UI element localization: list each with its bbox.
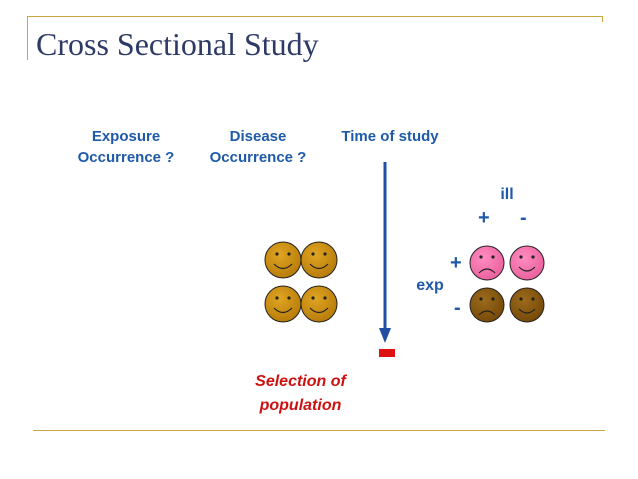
exposure-occurrence-label: Exposure Occurrence ? bbox=[66, 126, 186, 168]
disease-occurrence-label: Disease Occurrence ? bbox=[198, 126, 318, 168]
ill-minus-sign: - bbox=[520, 207, 527, 229]
time-of-study-label: Time of study bbox=[341, 128, 439, 145]
unexposed-ill-sad-face bbox=[469, 287, 505, 323]
frame-right-rule bbox=[602, 16, 603, 22]
selection-line-2: population bbox=[259, 397, 342, 414]
population-face-4 bbox=[300, 285, 338, 323]
selection-of-population-label: Selection of population bbox=[228, 370, 373, 418]
exposure-line-2: Occurrence ? bbox=[77, 149, 175, 166]
exp-label: exp bbox=[416, 277, 444, 294]
exp-minus-sign: - bbox=[454, 297, 461, 319]
slide-title: Cross Sectional Study bbox=[36, 26, 319, 62]
frame-bottom-rule bbox=[33, 430, 605, 431]
ill-label: ill bbox=[500, 186, 514, 203]
unexposed-not-ill-happy-face bbox=[509, 287, 545, 323]
frame-left-rule bbox=[27, 16, 28, 60]
selection-line-1: Selection of bbox=[255, 373, 346, 390]
frame-top-rule bbox=[27, 16, 603, 17]
population-face-1 bbox=[264, 241, 302, 279]
population-face-2 bbox=[300, 241, 338, 279]
study-point-marker bbox=[379, 349, 395, 357]
disease-line-2: Occurrence ? bbox=[209, 149, 307, 166]
disease-line-1: Disease bbox=[229, 128, 287, 145]
exposure-line-1: Exposure bbox=[91, 128, 161, 145]
exposed-ill-sad-face bbox=[469, 245, 505, 281]
exp-plus-sign: + bbox=[450, 252, 462, 274]
population-face-3 bbox=[264, 285, 302, 323]
time-arrow-head bbox=[379, 328, 391, 343]
exposed-not-ill-happy-face bbox=[509, 245, 545, 281]
ill-plus-sign: + bbox=[478, 207, 490, 229]
